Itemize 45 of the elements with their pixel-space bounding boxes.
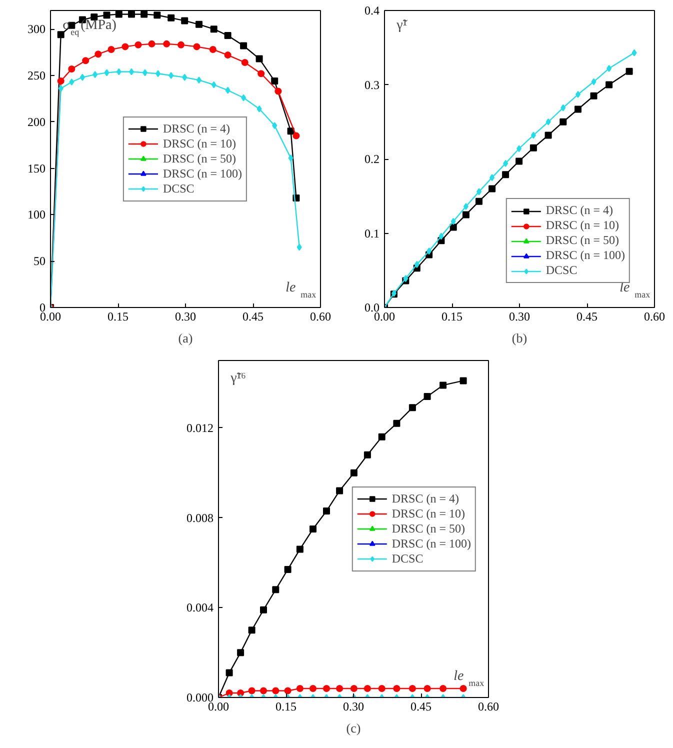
x-tick-label: 0.60 [478,700,499,714]
y-tick-label: 50 [34,254,46,268]
x-tick-label: 0.15 [442,310,462,324]
legend-label: DRSC (n = 10) [162,136,236,151]
legend-label: DRSC (n = 10) [392,506,465,521]
legend-label: DRSC (n = 50) [546,233,619,248]
legend-label: DRSC (n = 50) [162,151,236,166]
y-tick-label: 300 [28,22,46,36]
y-tick-label: 200 [28,114,46,129]
x-tick-label: 0.30 [343,700,364,714]
legend-label: DRSC (n = 4) [546,203,613,218]
x-tick-label: 0.15 [276,700,296,714]
x-tick-label: 0.45 [242,310,264,324]
legend-label: DRSC (n = 100) [546,248,625,263]
y-axis-title: γ̃¹⁶ [230,370,246,386]
legend-label: DCSC [162,181,194,196]
x-tick-label: 0.45 [410,700,432,714]
x-tick-label: 0.15 [108,310,128,324]
legend-label: DRSC (n = 100) [392,536,471,551]
x-tick-label: 0.45 [576,310,598,324]
x-tick-label: 0.30 [175,310,196,324]
text: (a) [178,330,193,346]
legend-label: DRSC (n = 4) [392,491,459,506]
x-tick-label: 0.60 [644,310,665,324]
y-axis-title: γ̃¹ [396,18,408,33]
y-tick-label: 0.1 [364,226,380,240]
y-tick-label: 0.3 [364,78,380,92]
legend-label: DRSC (n = 100) [162,166,242,181]
y-tick-label: 0.4 [364,4,380,18]
y-tick-label: 0.004 [186,600,214,615]
y-tick-label: 250 [28,68,46,82]
legend-label: DCSC [392,551,424,566]
legend-label: DRSC (n = 10) [546,218,619,233]
y-tick-label: 0.012 [186,420,214,435]
text: (c) [346,720,361,736]
legend-label: DRSC (n = 4) [162,121,230,136]
legend-label: DCSC [546,263,578,278]
legend-label: DRSC (n = 50) [392,521,465,536]
y-tick-label: 100 [28,208,46,222]
y-tick-label: 0.2 [364,152,380,166]
y-tick-label: 0.008 [186,510,214,525]
x-tick-label: 0.30 [509,310,530,324]
text: (b) [512,330,528,346]
x-tick-label: 0.60 [310,310,331,324]
y-tick-label: 150 [28,161,46,176]
